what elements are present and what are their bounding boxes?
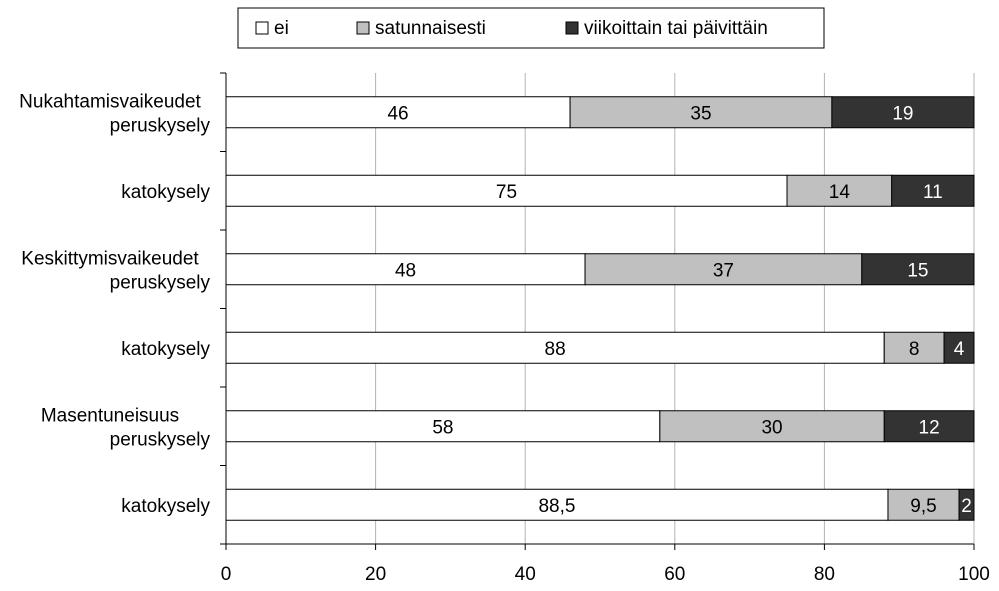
- data-label-0-series-1: 35: [690, 103, 711, 124]
- legend-label-1: satunnaisesti: [375, 18, 486, 39]
- bar-1-series-2: [891, 174, 975, 207]
- bar-2-series-1: [584, 253, 863, 286]
- data-label-5-series-2: 2: [961, 496, 972, 517]
- bar-2-series-2: [861, 253, 975, 286]
- data-label-3-series-2: 4: [954, 339, 965, 360]
- data-label-4-series-0: 58: [432, 417, 453, 438]
- bar-4-series-1: [659, 410, 885, 443]
- data-label-0-series-0: 46: [387, 103, 408, 124]
- category-label-0-line-1: peruskysely: [110, 115, 211, 136]
- x-tick-label-4: 80: [814, 564, 835, 585]
- bar-0-series-2: [831, 96, 975, 129]
- data-label-1-series-1: 14: [829, 182, 851, 203]
- x-tick-label-0: 0: [221, 564, 232, 585]
- data-label-4-series-2: 12: [919, 417, 940, 438]
- data-label-5-series-1: 9,5: [910, 496, 936, 517]
- bar-3-series-0: [225, 331, 885, 364]
- category-label-4-line-0: Masentuneisuus: [41, 405, 179, 426]
- category-label-3-line-0: katokysely: [121, 339, 210, 360]
- bar-4-series-2: [883, 410, 975, 443]
- category-label-2-line-0: Keskittymisvaikeudet: [21, 248, 199, 269]
- bar-5-series-2: [958, 488, 975, 521]
- category-label-4-line-1: peruskysely: [110, 429, 211, 450]
- category-label-5-line-0: katokysely: [121, 496, 210, 517]
- data-label-3-series-1: 8: [909, 339, 920, 360]
- legend-swatch-0: [255, 21, 269, 35]
- bar-4-series-0: [225, 410, 661, 443]
- data-label-2-series-0: 48: [395, 260, 416, 281]
- bar-0-series-1: [569, 96, 833, 129]
- data-label-5-series-0: 88,5: [538, 496, 575, 517]
- data-label-2-series-1: 37: [713, 260, 734, 281]
- legend-swatch-1: [356, 21, 370, 35]
- legend-box: [237, 7, 825, 49]
- bar-5-series-0: [225, 488, 889, 521]
- x-tick-label-1: 20: [365, 564, 386, 585]
- bar-0-series-0: [225, 96, 571, 129]
- bar-3-series-1: [883, 331, 945, 364]
- data-label-2-series-2: 15: [907, 260, 928, 281]
- legend-swatch-2: [565, 21, 579, 35]
- bar-3-series-2: [943, 331, 975, 364]
- data-label-4-series-1: 30: [761, 417, 782, 438]
- data-label-1-series-0: 75: [496, 182, 517, 203]
- data-label-1-series-2: 11: [923, 182, 943, 203]
- bar-5-series-1: [887, 488, 960, 521]
- category-label-2-line-1: peruskysely: [110, 272, 211, 293]
- x-tick-label-3: 60: [664, 564, 685, 585]
- x-tick-label-2: 40: [515, 564, 536, 585]
- data-label-3-series-0: 88: [545, 339, 566, 360]
- legend-label-0: ei: [274, 18, 289, 39]
- legend-label-2: viikoittain tai päivittäin: [584, 18, 768, 39]
- x-tick-label-5: 100: [958, 564, 990, 585]
- category-label-1-line-0: katokysely: [121, 182, 210, 203]
- data-label-0-series-2: 19: [892, 103, 913, 124]
- category-label-0-line-0: Nukahtamisvaikeudet: [19, 91, 201, 112]
